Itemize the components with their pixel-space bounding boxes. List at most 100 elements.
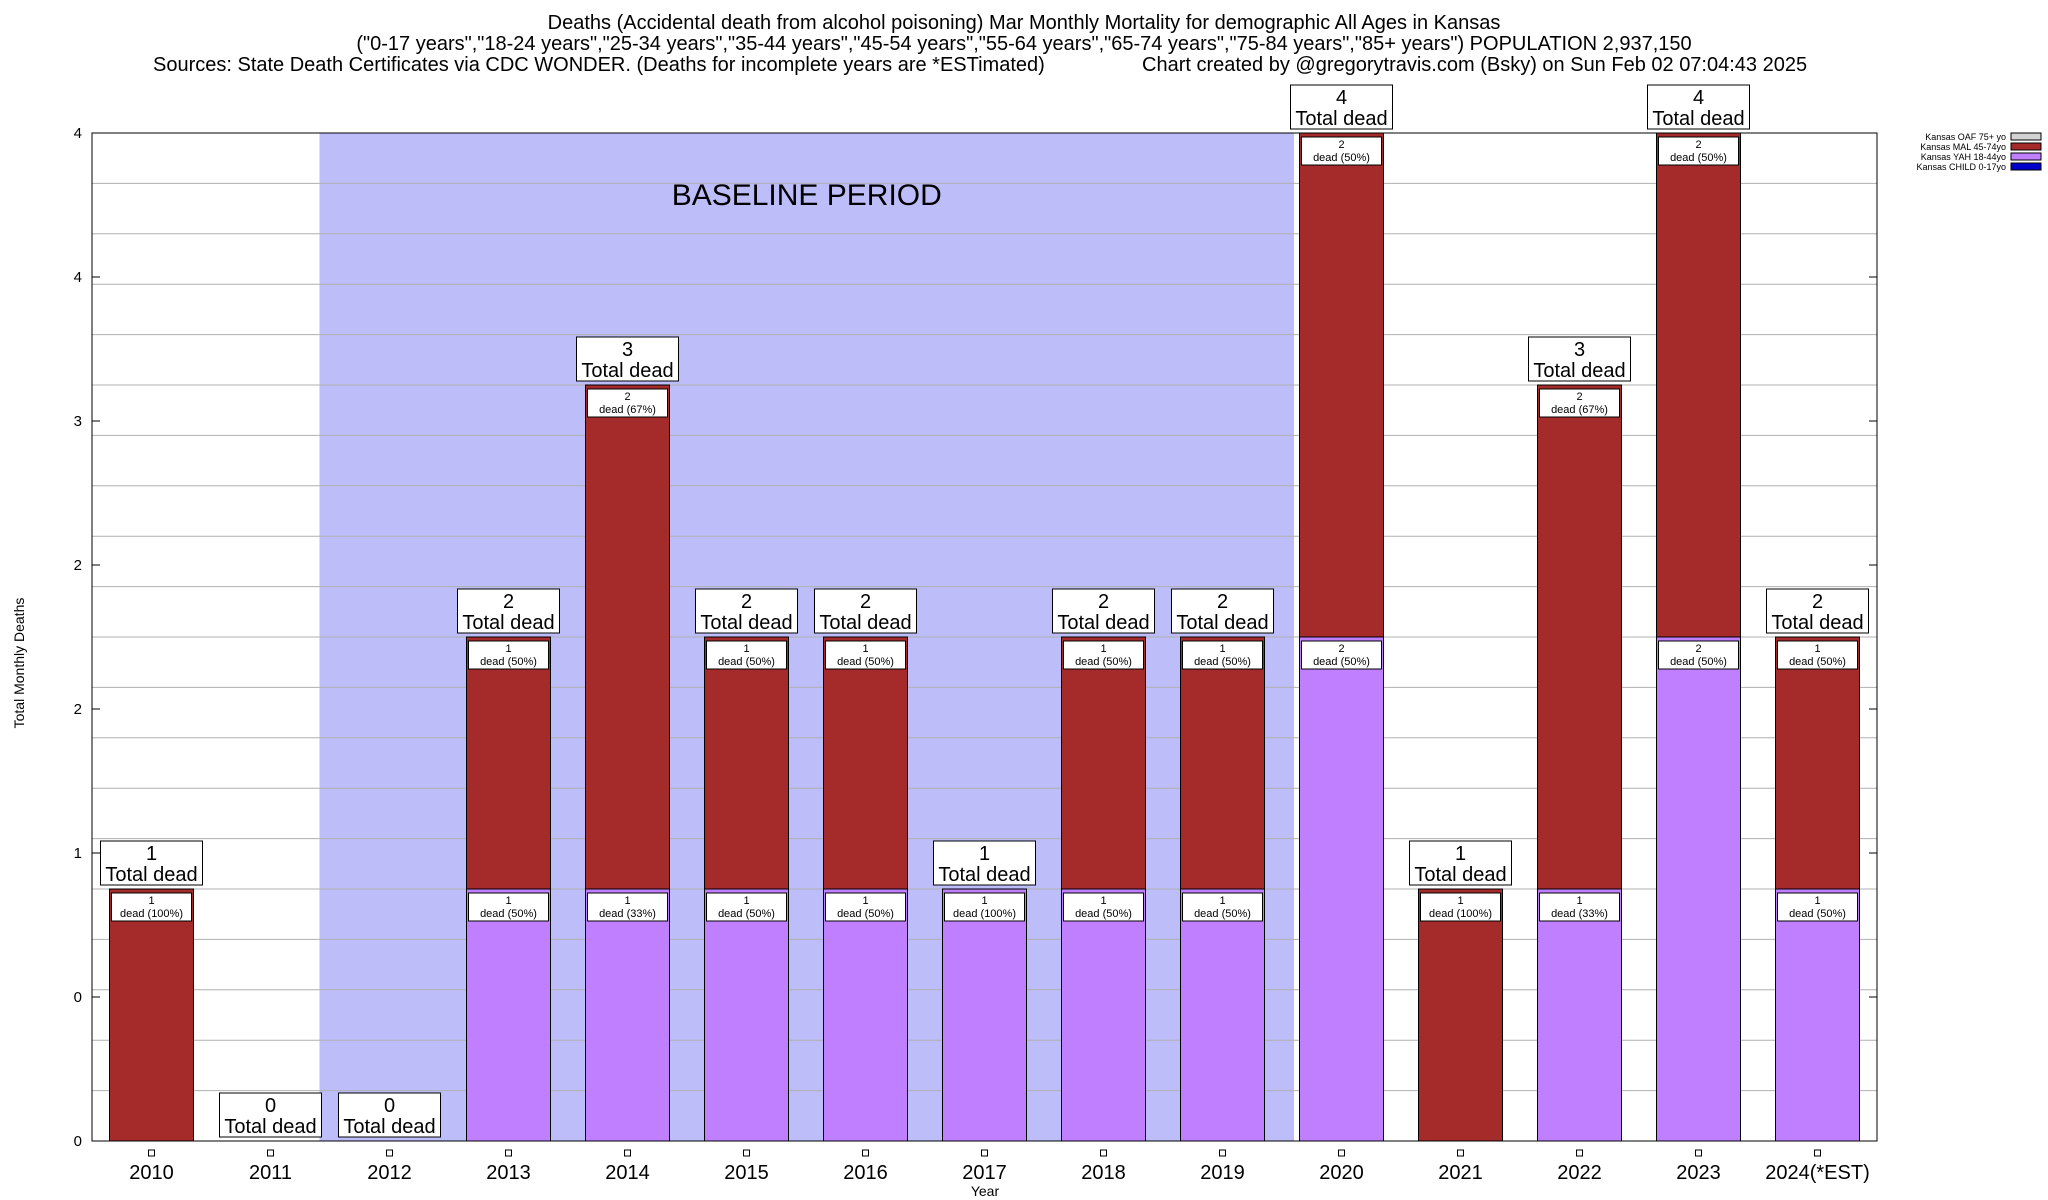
total-label-text: Total dead [105,864,197,886]
segment-label-count: 1 [1100,643,1106,655]
segment-label-text: dead (50%) [1789,656,1846,668]
bar-segment [823,888,908,1142]
x-tick-marker [1338,1149,1345,1157]
segment-label-box [1182,892,1263,922]
segment-label-count: 2 [1338,139,1344,151]
chart-title: Deaths (Accidental death from alcohol po… [547,12,1501,34]
x-tick-marker [1576,1149,1583,1157]
segment-label-text: dead (50%) [1313,656,1370,668]
segment-label-text: dead (50%) [1075,908,1132,920]
segment-label-box [1777,892,1858,922]
total-label-box [219,1092,322,1138]
segment-label-box [1182,640,1263,670]
bar-segment [1418,888,1503,1142]
segment-label-box [706,640,787,670]
x-tick-marker [1219,1149,1226,1157]
segment-label-count: 1 [1814,895,1820,907]
x-tick-marker [862,1149,869,1157]
segment-label-box [1539,892,1620,922]
segment-label-text: dead (33%) [1551,908,1608,920]
total-label-box [933,840,1036,886]
bar-segment [1537,888,1622,1142]
total-label-text: Total dead [1652,108,1744,130]
total-label-text: Total dead [1057,612,1149,634]
legend-label: Kansas MAL 45-74yo [1920,142,2006,152]
segment-label-text: dead (50%) [1789,908,1846,920]
total-label-count: 4 [1693,87,1704,109]
x-tick-marker [505,1149,512,1157]
total-label-box [1647,84,1750,130]
x-tick-label: 2013 [486,1162,531,1184]
x-tick-label: 2020 [1319,1162,1364,1184]
x-tick-label: 2012 [367,1162,412,1184]
segment-label-box [587,388,668,418]
segment-label-text: dead (50%) [480,656,537,668]
segment-label-box [1301,640,1382,670]
segment-label-text: dead (50%) [1313,152,1370,164]
segment-label-box [1063,640,1144,670]
x-tick-label: 2017 [962,1162,1007,1184]
segment-label-text: dead (50%) [1075,656,1132,668]
total-label-count: 1 [979,843,990,865]
bar-segment [1537,384,1622,890]
segment-label-text: dead (50%) [1194,908,1251,920]
bar-segment [823,636,908,890]
segment-label-box [1658,640,1739,670]
segment-label-text: dead (67%) [1551,404,1608,416]
total-label-text: Total dead [1295,108,1387,130]
legend-swatch [2010,152,2042,161]
x-tick-marker [981,1149,988,1157]
total-label-count: 3 [622,339,633,361]
bar-segment [1061,636,1146,890]
segment-label-count: 1 [743,643,749,655]
x-tick-marker [1695,1149,1702,1157]
total-label-text: Total dead [1176,612,1268,634]
segment-label-count: 1 [624,895,630,907]
segment-label-box [1301,136,1382,166]
segment-label-text: dead (100%) [120,908,183,920]
segment-label-count: 1 [505,895,511,907]
x-tick-label: 2016 [843,1162,888,1184]
segment-label-count: 2 [1338,643,1344,655]
bar-segment [466,636,551,890]
segment-label-count: 1 [1814,643,1820,655]
segment-label-text: dead (100%) [1429,908,1492,920]
segment-label-text: dead (50%) [1670,656,1727,668]
segment-label-box [1658,136,1739,166]
y-axis-label-box: Total Monthly Deaths [4,560,34,760]
segment-label-box [1777,640,1858,670]
bar-segment [1656,636,1741,1142]
total-label-box [1290,84,1393,130]
total-label-count: 0 [265,1095,276,1117]
segment-label-text: dead (50%) [480,908,537,920]
total-label-count: 2 [1098,591,1109,613]
total-label-text: Total dead [581,360,673,382]
bar-segment [704,888,789,1142]
total-label-text: Total dead [819,612,911,634]
bar-segment [1299,636,1384,1142]
segment-label-text: dead (33%) [599,908,656,920]
x-tick-marker [624,1149,631,1157]
total-label-count: 2 [860,591,871,613]
segment-label-text: dead (67%) [599,404,656,416]
legend-swatch [2010,142,2042,151]
total-label-text: Total dead [343,1116,435,1138]
bar-segment [1656,132,1741,638]
segment-label-text: dead (100%) [953,908,1016,920]
segment-label-box [468,892,549,922]
segment-label-count: 2 [624,391,630,403]
plot-border [91,132,1878,1142]
credit-text: Chart created by @gregorytravis.com (Bsk… [1142,54,1808,76]
y-tick-label: 0 [74,1133,82,1150]
total-label-box [695,588,798,634]
total-label-count: 0 [384,1095,395,1117]
legend-label: Kansas OAF 75+ yo [1925,132,2006,142]
y-axis-label: Total Monthly Deaths [11,597,27,729]
segment-label-count: 1 [505,643,511,655]
segment-label-text: dead (50%) [1670,152,1727,164]
segment-label-box [825,892,906,922]
y-tick-label: 2 [74,557,82,574]
total-label-box [1171,588,1274,634]
segment-label-count: 1 [1219,643,1225,655]
